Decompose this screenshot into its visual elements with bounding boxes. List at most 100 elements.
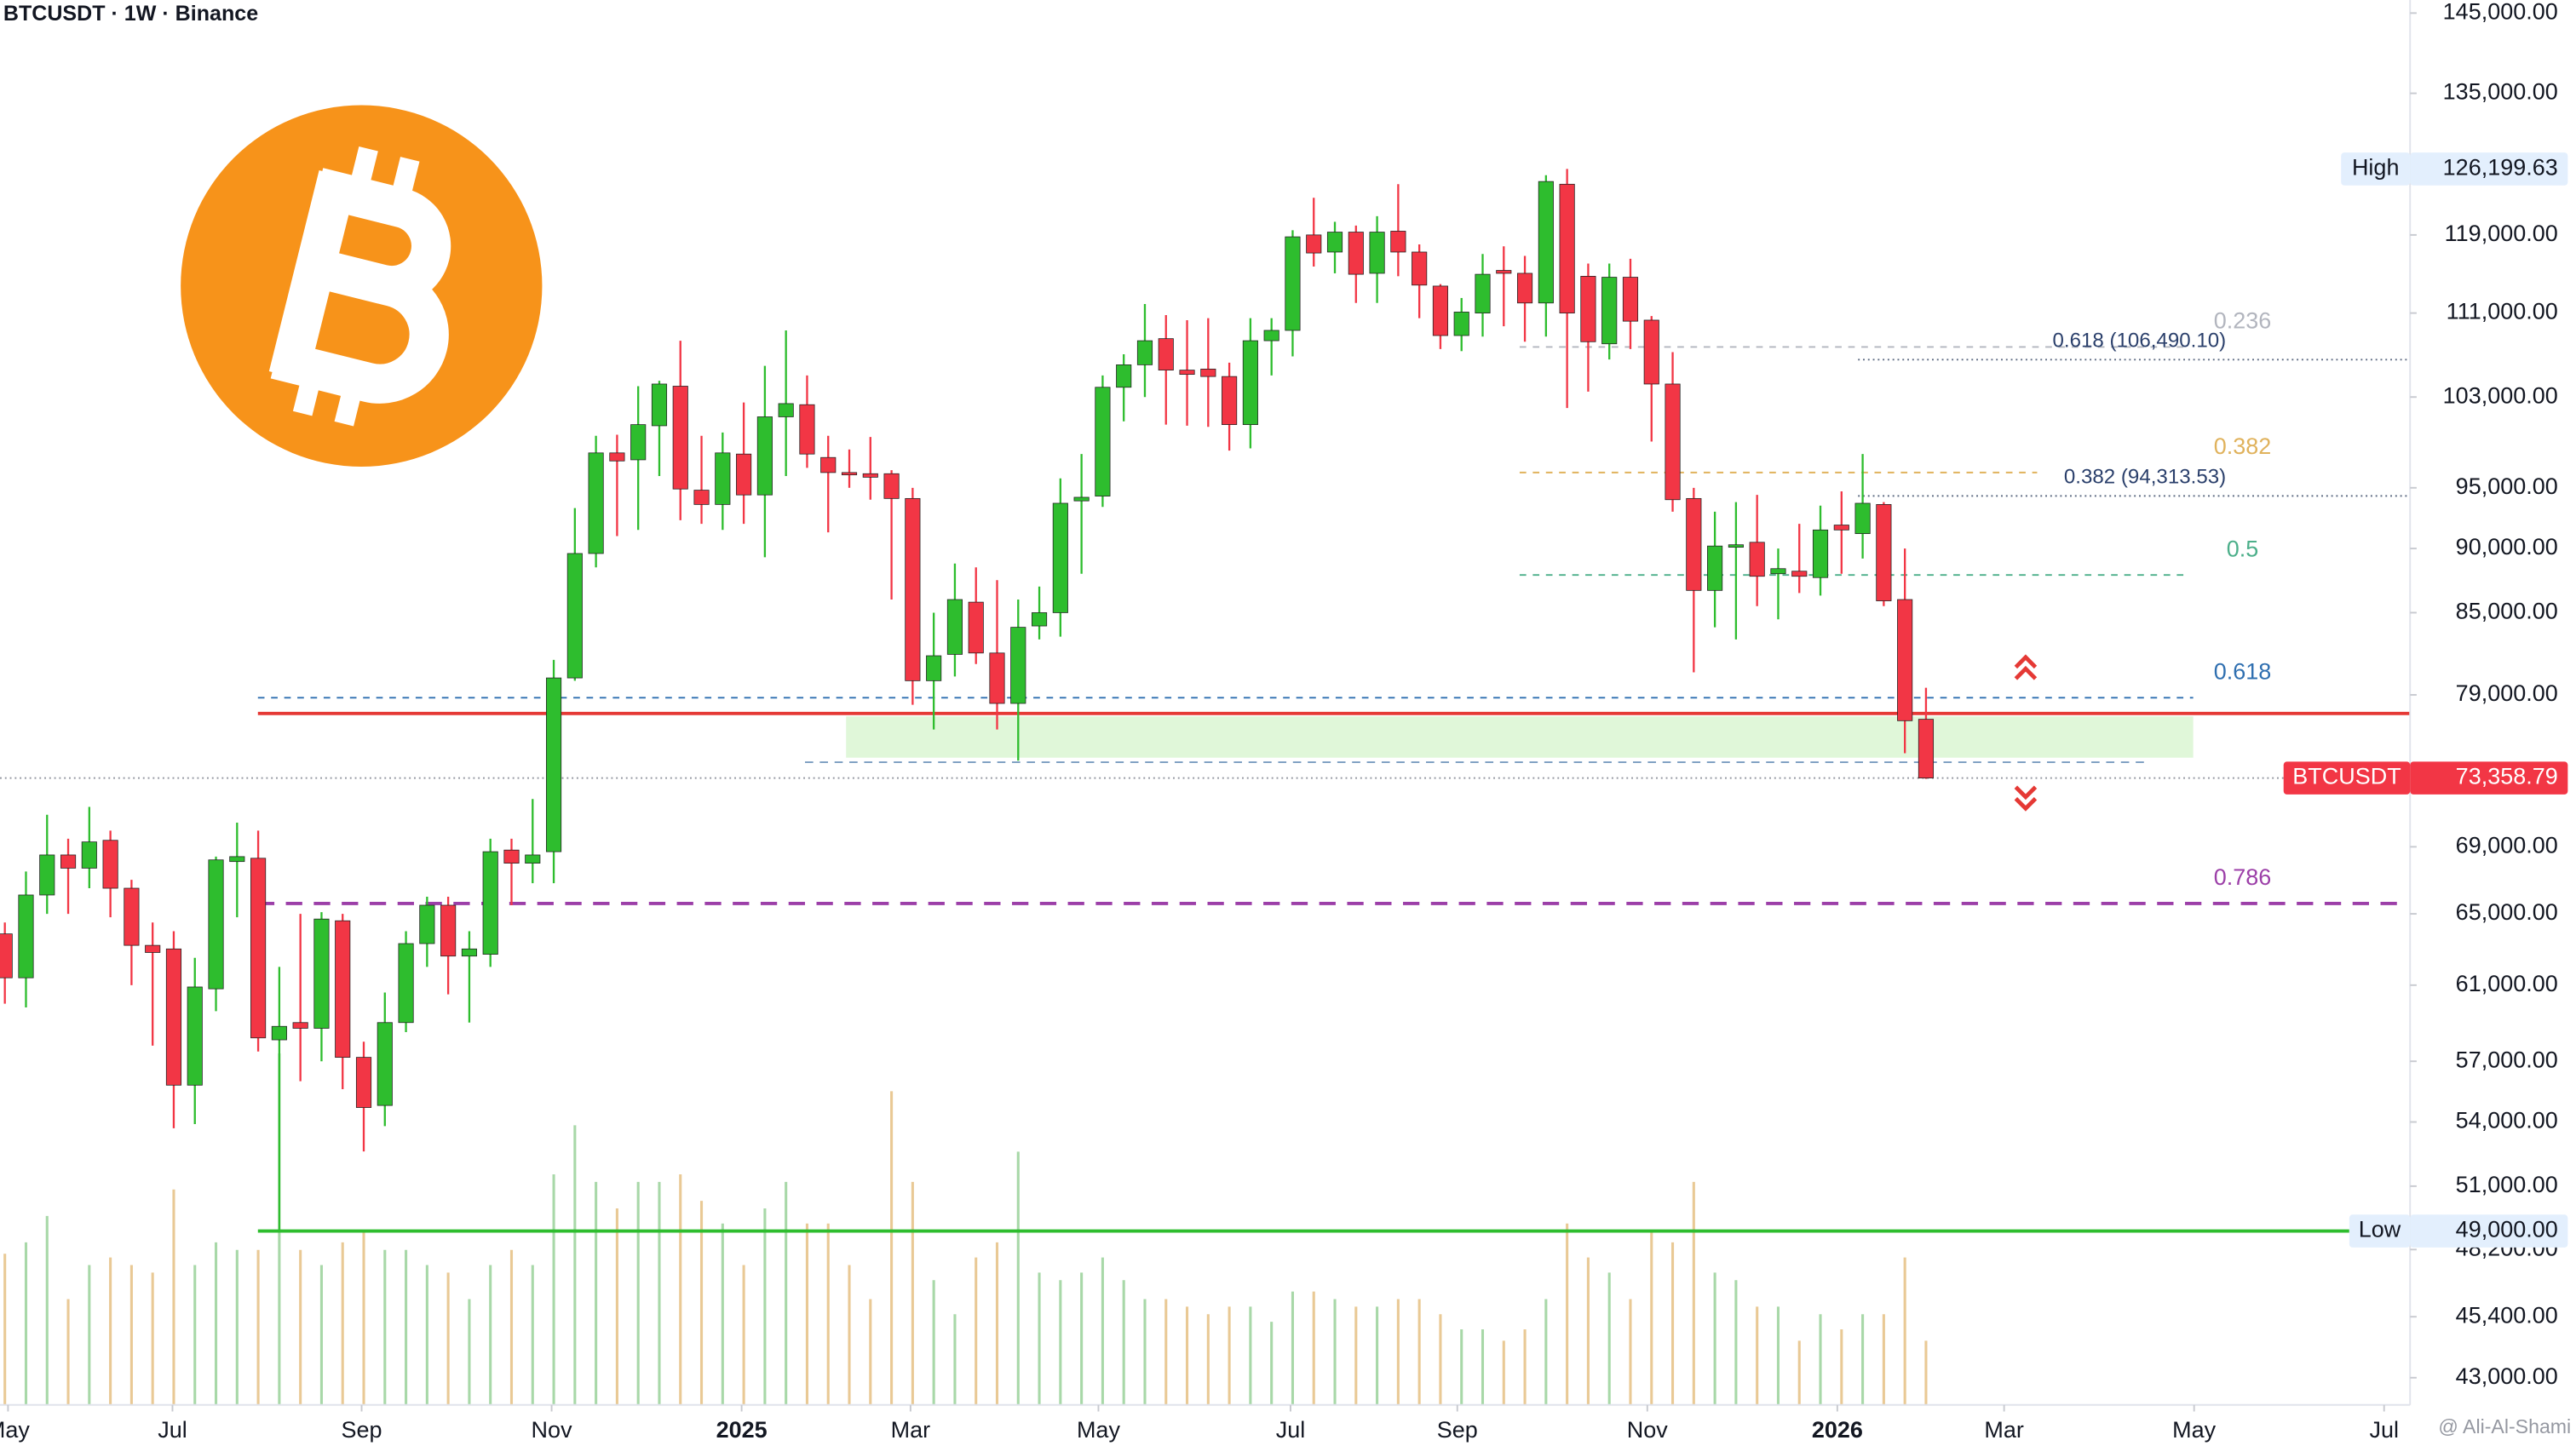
- candle-body: [39, 854, 55, 896]
- fib-annotation-label: 0.382 (94,313.53): [2064, 466, 2226, 489]
- x-tick-label: 2025: [716, 1417, 768, 1443]
- candle-body: [440, 904, 457, 957]
- candle-body: [81, 841, 97, 869]
- candle-body: [1369, 232, 1385, 274]
- candle-body: [1918, 719, 1935, 779]
- candle-body: [1707, 545, 1723, 591]
- y-tick-label: 57,000.00: [2456, 1047, 2558, 1072]
- candle-body: [1158, 338, 1174, 371]
- candle-body: [883, 473, 900, 499]
- y-tick-label: 43,000.00: [2456, 1363, 2558, 1389]
- fib-level-label: 0.618: [2214, 658, 2272, 684]
- candle-body: [1496, 270, 1512, 274]
- y-tick-label: 69,000.00: [2456, 832, 2558, 858]
- high-marker-label-box: [2341, 152, 2411, 186]
- candle-body: [1116, 364, 1132, 388]
- logo-glyph: [268, 146, 451, 427]
- x-tick-label: May: [1077, 1417, 1120, 1443]
- candle-body: [208, 859, 224, 990]
- candle-body: [187, 986, 203, 1086]
- candle-body: [820, 456, 837, 473]
- candle-body: [651, 383, 668, 427]
- y-tick-label: 79,000.00: [2456, 680, 2558, 706]
- x-tick-label: Jul: [1276, 1417, 1306, 1443]
- candle-body: [1263, 330, 1279, 341]
- candle-body: [926, 655, 942, 681]
- candle-body: [968, 601, 984, 654]
- candle-body: [1728, 544, 1744, 548]
- x-tick-label: Jul: [2369, 1417, 2399, 1443]
- candle-body: [778, 403, 794, 417]
- candle-body: [229, 856, 245, 863]
- bitcoin-logo: [181, 105, 543, 467]
- x-tick-label: May: [0, 1417, 30, 1443]
- candle-body: [1622, 277, 1639, 322]
- fib-annotation-label: 0.618 (106,490.10): [2053, 329, 2227, 352]
- candle-body: [672, 386, 688, 490]
- candle-body: [1643, 319, 1659, 385]
- y-tick-label: 103,000.00: [2443, 382, 2558, 408]
- candle-body: [1517, 273, 1533, 304]
- candle-body: [1222, 376, 1238, 426]
- candle-body: [503, 849, 520, 864]
- chart-title: BTCUSDT · 1W · Binance: [3, 2, 258, 26]
- candle-body: [630, 424, 647, 461]
- candle-body: [1559, 183, 1575, 314]
- candle-body: [1390, 231, 1406, 253]
- y-tick-label: 145,000.00: [2443, 0, 2558, 24]
- candle-body: [905, 497, 921, 681]
- candle-body: [862, 473, 878, 478]
- y-tick-label: 85,000.00: [2456, 599, 2558, 624]
- candle-body: [609, 452, 625, 462]
- candle-body: [377, 1022, 393, 1106]
- candle-body: [1285, 236, 1301, 331]
- y-tick-label: 61,000.00: [2456, 971, 2558, 996]
- high-marker-value-box: [2410, 152, 2568, 186]
- last-price-value: 73,358.79: [2456, 764, 2558, 789]
- candle-body: [1010, 627, 1026, 704]
- candle-body: [1031, 612, 1048, 627]
- candle-body: [292, 1022, 308, 1029]
- candle-body: [1791, 571, 1808, 577]
- y-tick-label: 95,000.00: [2456, 473, 2558, 499]
- candle-body: [1136, 340, 1153, 365]
- candle-body: [1876, 504, 1892, 601]
- candle-body: [0, 933, 13, 978]
- candle-body: [1179, 370, 1195, 376]
- candle-body: [1686, 497, 1702, 591]
- x-tick-label: 2026: [1812, 1417, 1863, 1443]
- candle-body: [1412, 251, 1428, 286]
- y-tick-label: 119,000.00: [2445, 221, 2558, 246]
- candle-body: [313, 918, 330, 1029]
- candle-body: [1073, 496, 1090, 502]
- candle-body: [1854, 502, 1871, 535]
- back-layer: [0, 346, 2411, 1405]
- candle-body: [1432, 285, 1449, 336]
- last-price-value-box: [2410, 761, 2568, 795]
- candle-body: [165, 948, 182, 1086]
- x-tick-label: May: [2172, 1417, 2216, 1443]
- low-marker-label: Low: [2359, 1217, 2401, 1242]
- low-marker-label-box: [2349, 1214, 2411, 1248]
- candle-body: [1538, 181, 1554, 304]
- x-tick-label: Mar: [1984, 1417, 2023, 1443]
- direction-arrows: [2014, 654, 2038, 812]
- candle-body: [461, 948, 477, 957]
- candle-body: [1242, 340, 1258, 426]
- candle-body: [1749, 542, 1765, 577]
- candle-body: [1812, 529, 1829, 578]
- candle-body: [1453, 312, 1469, 336]
- candle-body: [1095, 387, 1111, 496]
- candle-body: [799, 404, 815, 455]
- candle-body: [60, 854, 77, 869]
- candle-body: [1770, 568, 1786, 575]
- x-tick-label: Sep: [342, 1417, 382, 1443]
- last-price-label: BTCUSDT: [2292, 764, 2401, 789]
- candle-body: [989, 652, 1005, 704]
- last-price-label-box: [2283, 761, 2411, 795]
- fib-level-label: 0.382: [2214, 433, 2272, 459]
- candle-body: [1326, 232, 1343, 253]
- fib-level-label: 0.236: [2214, 308, 2272, 334]
